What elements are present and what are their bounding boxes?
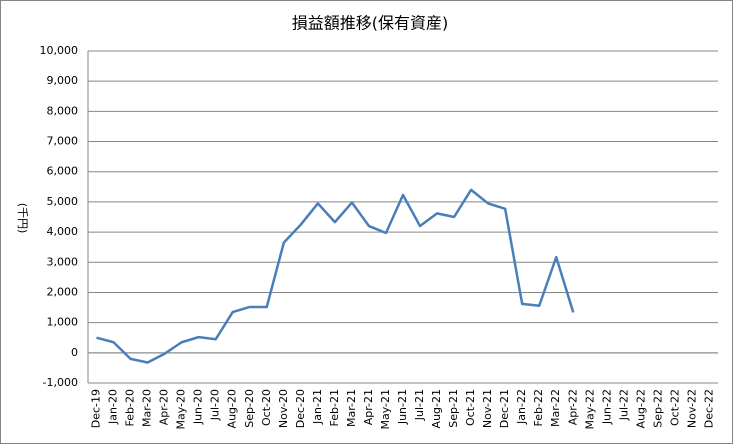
x-tick-label: Aug-21 <box>430 389 443 428</box>
x-tick-label: Jun-21 <box>396 389 409 425</box>
y-tick-label: 5,000 <box>47 195 79 208</box>
y-tick-label: 9,000 <box>47 74 79 87</box>
data-line <box>96 188 575 364</box>
x-tick-label: Oct-22 <box>668 389 681 426</box>
x-tick-label: Apr-20 <box>158 389 171 425</box>
x-tick-label: Jun-20 <box>192 389 205 425</box>
y-tick-label: 0 <box>71 346 78 359</box>
y-tick-label: 1,000 <box>47 316 79 329</box>
x-tick-label: Feb-21 <box>328 389 341 426</box>
x-tick-label: Jul-21 <box>413 389 426 421</box>
x-tick-label: Aug-20 <box>226 389 239 428</box>
x-tick-label: Apr-21 <box>362 389 375 425</box>
x-tick-label: Oct-20 <box>260 389 273 426</box>
y-tick-label: 8,000 <box>47 104 79 117</box>
x-tick-label: Sep-21 <box>447 389 460 428</box>
x-tick-label: Aug-22 <box>634 389 647 428</box>
x-tick-label: Sep-22 <box>651 389 664 428</box>
x-tick-label: Jan-20 <box>107 389 120 425</box>
x-tick-label: Jun-22 <box>600 389 613 425</box>
x-tick-label: Mar-20 <box>141 389 154 427</box>
x-tick-label: May-21 <box>379 389 392 430</box>
x-tick-label: May-20 <box>175 389 188 430</box>
x-tick-label: Apr-22 <box>566 389 579 425</box>
y-tick-label: -1,000 <box>43 376 78 389</box>
x-tick-label: Jan-22 <box>515 389 528 425</box>
y-tick-label: 6,000 <box>47 165 79 178</box>
x-tick-label: Feb-22 <box>532 389 545 426</box>
x-tick-label: Mar-22 <box>549 389 562 427</box>
x-tick-label: Nov-20 <box>277 389 290 428</box>
y-tick-label: 2,000 <box>47 285 79 298</box>
x-tick-label: Jan-21 <box>311 389 324 425</box>
x-tick-label: Mar-21 <box>345 389 358 427</box>
chart-title: 損益額推移(保有資産) <box>292 14 449 33</box>
x-tick-label: Nov-21 <box>481 389 494 428</box>
y-tick-label: 10,000 <box>40 44 79 57</box>
y-tick-label: 7,000 <box>47 135 79 148</box>
x-tick-label: Jul-20 <box>209 389 222 421</box>
x-tick-label: Nov-22 <box>685 389 698 428</box>
x-tick-label: Oct-21 <box>464 389 477 426</box>
y-tick-label: 3,000 <box>47 255 79 268</box>
x-tick-label: Dec-22 <box>702 389 715 428</box>
x-tick-label: Dec-21 <box>498 389 511 428</box>
x-tick-label: Jul-22 <box>617 389 630 421</box>
x-tick-label: Sep-20 <box>243 389 256 428</box>
x-tick-label: May-22 <box>583 389 596 430</box>
x-tick-label: Dec-19 <box>90 389 103 428</box>
x-tick-label: Dec-20 <box>294 389 307 428</box>
y-axis-label: (千円) <box>16 203 29 234</box>
x-tick-label: Feb-20 <box>124 389 137 426</box>
y-tick-label: 4,000 <box>47 225 79 238</box>
